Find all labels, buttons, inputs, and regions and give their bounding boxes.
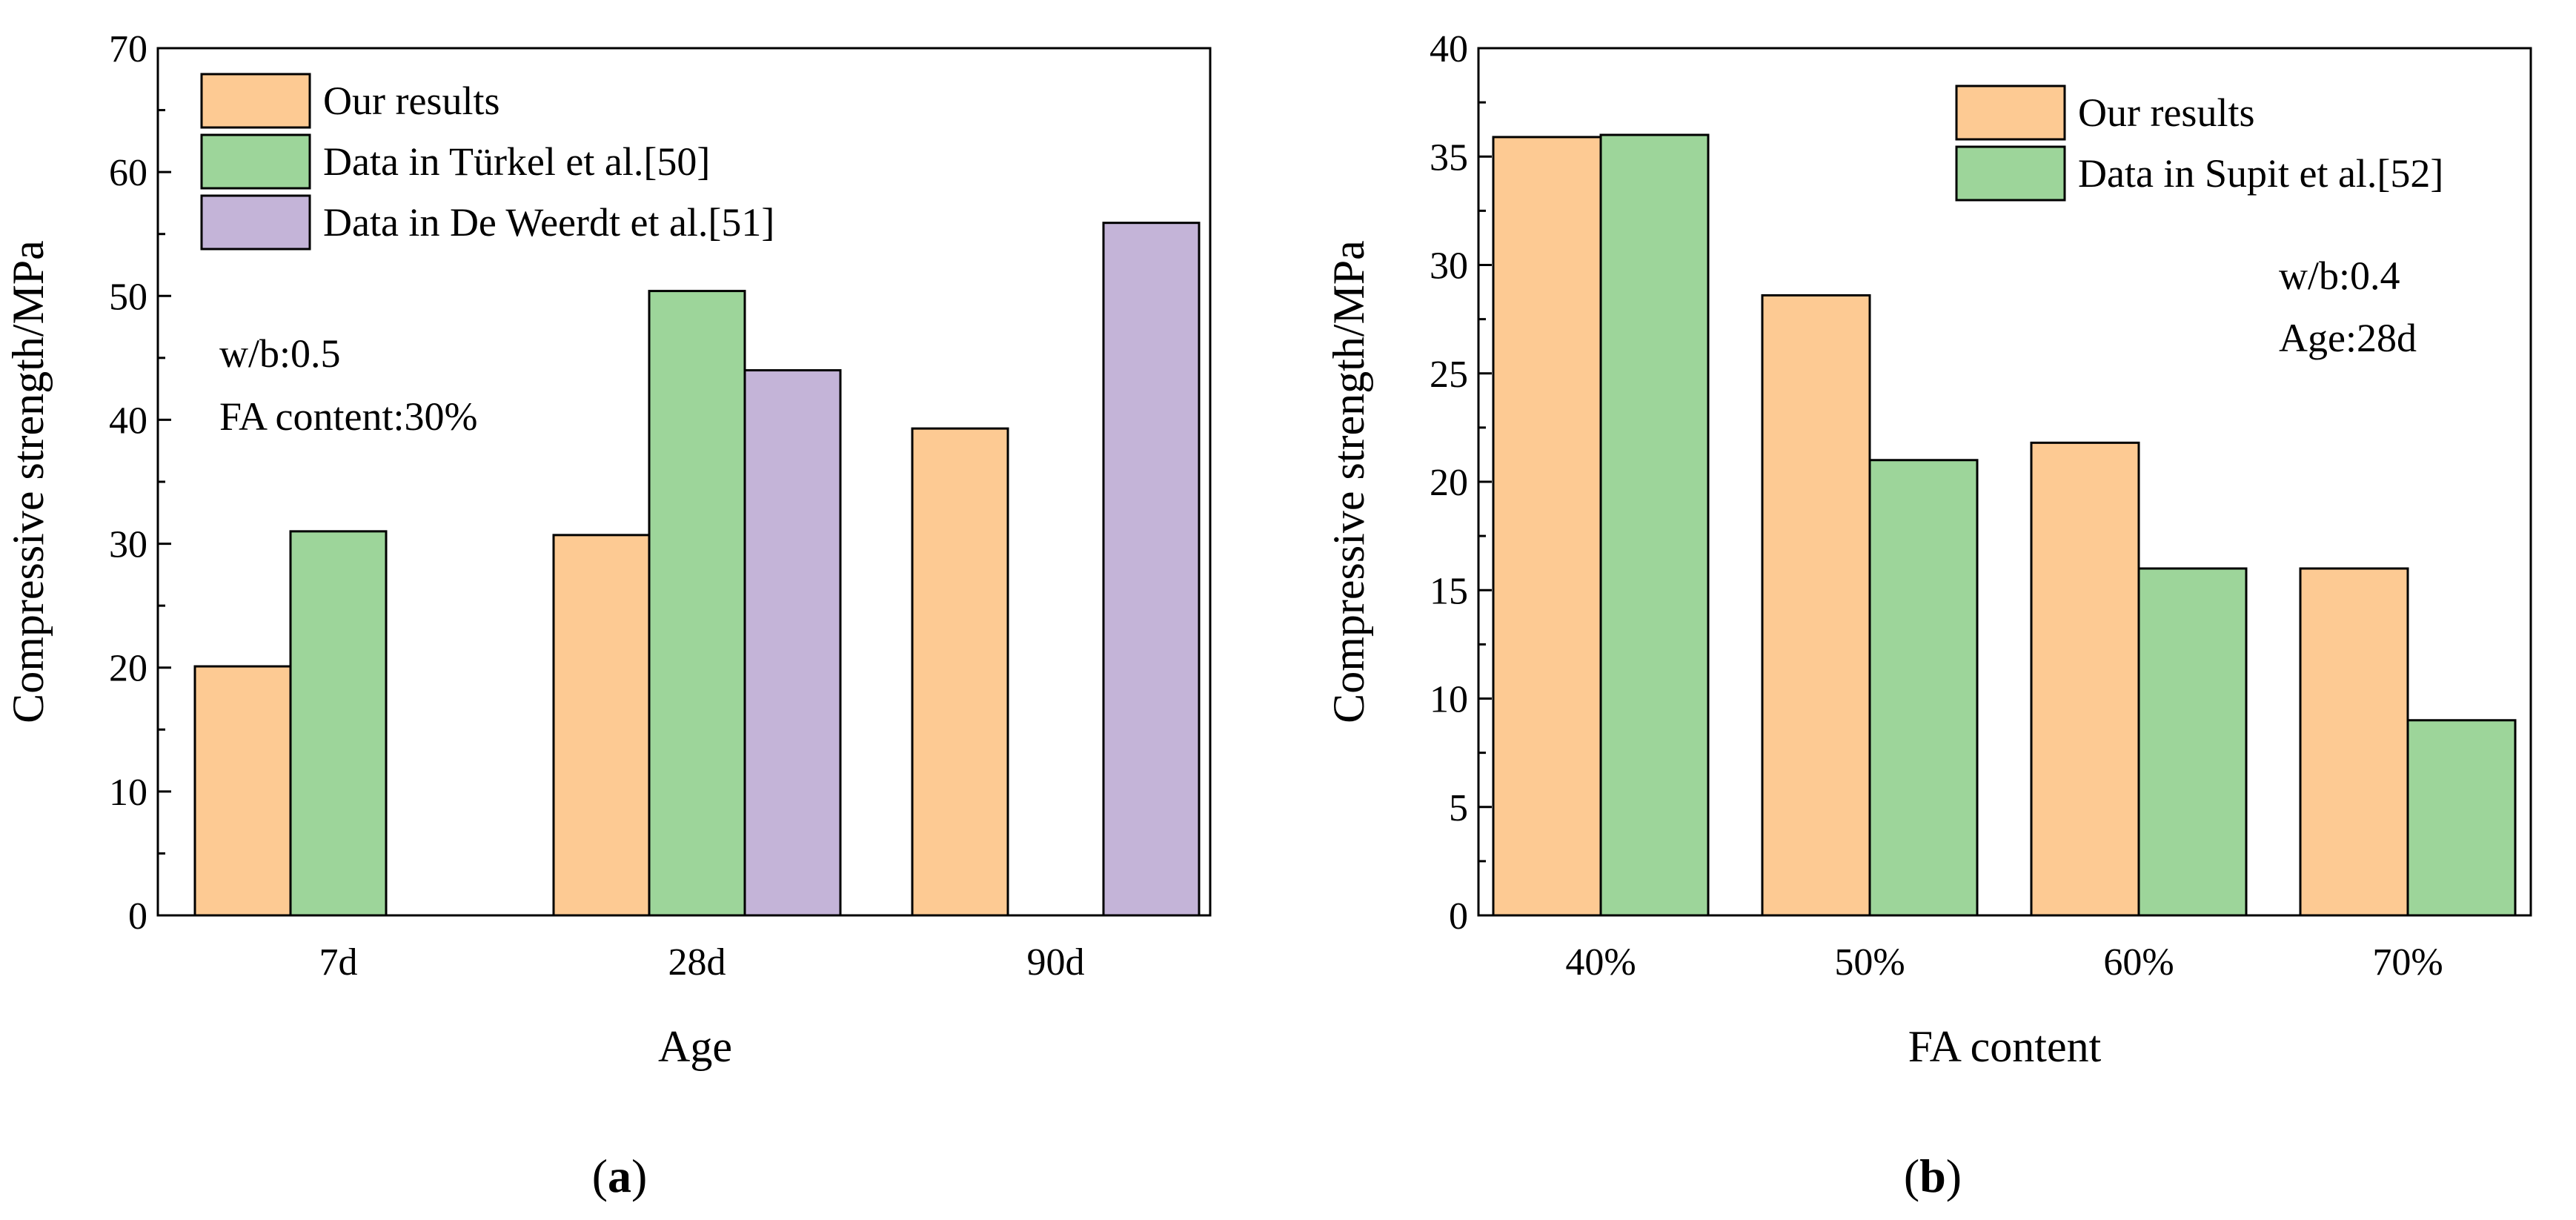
y-axis-b: 0 5 10 15 20 25 30 35 40: [1430, 28, 1492, 938]
y-tick-label: 50: [109, 276, 147, 318]
legend-a: Our results Data in Türkel et al.[50] Data…: [200, 73, 774, 251]
x-axis-b: 40% 50% 60% 70%: [1565, 941, 2443, 984]
x-tick-label: 50%: [1834, 941, 1905, 984]
y-axis-title-a: Compressive strength/MPa: [4, 240, 53, 723]
legend-swatch: [200, 194, 311, 251]
y-tick-label: 70: [109, 28, 147, 70]
x-tick-label: 7d: [319, 941, 358, 984]
chart-panel-b: 0 5 10 15 20 25 30 35 40 40% 50% 60% 70% Compressiv…: [1324, 28, 2532, 1071]
bar-a-7d-s0: [193, 665, 292, 917]
legend-label: Our results: [323, 79, 499, 123]
bar-a-90d-s0: [911, 427, 1009, 917]
bar-b-60%-s0: [2030, 441, 2140, 917]
legend-swatch: [200, 133, 311, 190]
annotation-wb-b: w/b:0.4: [2279, 253, 2400, 298]
legend-swatch: [1955, 84, 2066, 141]
bar-a-28d-s2: [743, 369, 842, 917]
x-tick-label: 60%: [2103, 941, 2174, 984]
bar-b-50%-s0: [1761, 294, 1871, 917]
legend-label: Our results: [2078, 90, 2254, 135]
y-tick-label: 40: [1430, 28, 1468, 70]
y-tick-label: 20: [1430, 462, 1468, 504]
legend-b: Our results Data in Supit et al.[52]: [1955, 84, 2443, 202]
bar-b-70%-s0: [2299, 567, 2409, 917]
bar-b-50%-s1: [1868, 459, 1979, 917]
bar-a-7d-s1: [289, 530, 388, 917]
legend-swatch: [1955, 145, 2066, 202]
bar-b-40%-s1: [1599, 133, 1710, 917]
bar-a-90d-s2: [1102, 222, 1201, 917]
y-tick-label: 40: [109, 400, 147, 442]
annotation-age-b: Age:28d: [2279, 316, 2417, 360]
y-axis-title-b: Compressive strength/MPa: [1324, 240, 1373, 723]
legend-swatch: [200, 73, 311, 129]
x-tick-label: 40%: [1565, 941, 1636, 984]
bars-a: [193, 222, 1201, 917]
y-axis-a: 0 10 20 30 40 50 60 70: [109, 28, 171, 938]
y-tick-label: 35: [1430, 136, 1468, 179]
x-tick-label: 90d: [1027, 941, 1085, 984]
panel-label-a-letter: a: [608, 1150, 631, 1202]
bar-b-60%-s1: [2137, 567, 2248, 917]
annotation-fa-a: FA content:30%: [219, 394, 477, 439]
y-tick-label: 25: [1430, 354, 1468, 396]
x-axis-a: 7d 28d 90d: [319, 941, 1085, 984]
y-tick-label: 60: [109, 152, 147, 194]
x-tick-label: 70%: [2372, 941, 2443, 984]
y-tick-label: 5: [1449, 787, 1468, 829]
y-tick-label: 30: [1430, 245, 1468, 288]
x-axis-title-a: Age: [658, 1022, 732, 1071]
panel-label-a-close: ): [631, 1150, 647, 1202]
y-tick-label: 10: [1430, 679, 1468, 721]
y-tick-label: 15: [1430, 570, 1468, 612]
y-tick-label: 0: [1449, 895, 1468, 938]
y-tick-label: 0: [128, 895, 147, 938]
panel-label-b-close: ): [1946, 1150, 1962, 1202]
chart-panel-a: 0 10 20 30 40 50 60 70 7d 28d 90d Compressive str…: [4, 28, 1212, 1071]
panel-label-b-open: (: [1904, 1150, 1919, 1202]
x-axis-title-b: FA content: [1908, 1022, 2102, 1071]
bar-b-70%-s1: [2406, 719, 2517, 917]
y-tick-label: 30: [109, 524, 147, 566]
bar-a-28d-s0: [552, 534, 651, 917]
bar-a-28d-s1: [648, 290, 746, 917]
legend-label: Data in De Weerdt et al.[51]: [323, 200, 774, 245]
legend-label: Data in Supit et al.[52]: [2078, 151, 2443, 196]
legend-label: Data in Türkel et al.[50]: [323, 139, 710, 184]
x-tick-label: 28d: [668, 941, 726, 984]
y-tick-label: 20: [109, 648, 147, 690]
panel-label-a-open: (: [592, 1150, 608, 1202]
panel-label-a: (a): [592, 1150, 648, 1202]
bars-b: [1492, 133, 2517, 917]
panel-label-b-letter: b: [1919, 1150, 1946, 1202]
y-tick-label: 10: [109, 772, 147, 814]
panel-label-b: (b): [1904, 1150, 1962, 1202]
annotation-wb-a: w/b:0.5: [219, 331, 341, 376]
bar-b-40%-s0: [1492, 136, 1602, 917]
